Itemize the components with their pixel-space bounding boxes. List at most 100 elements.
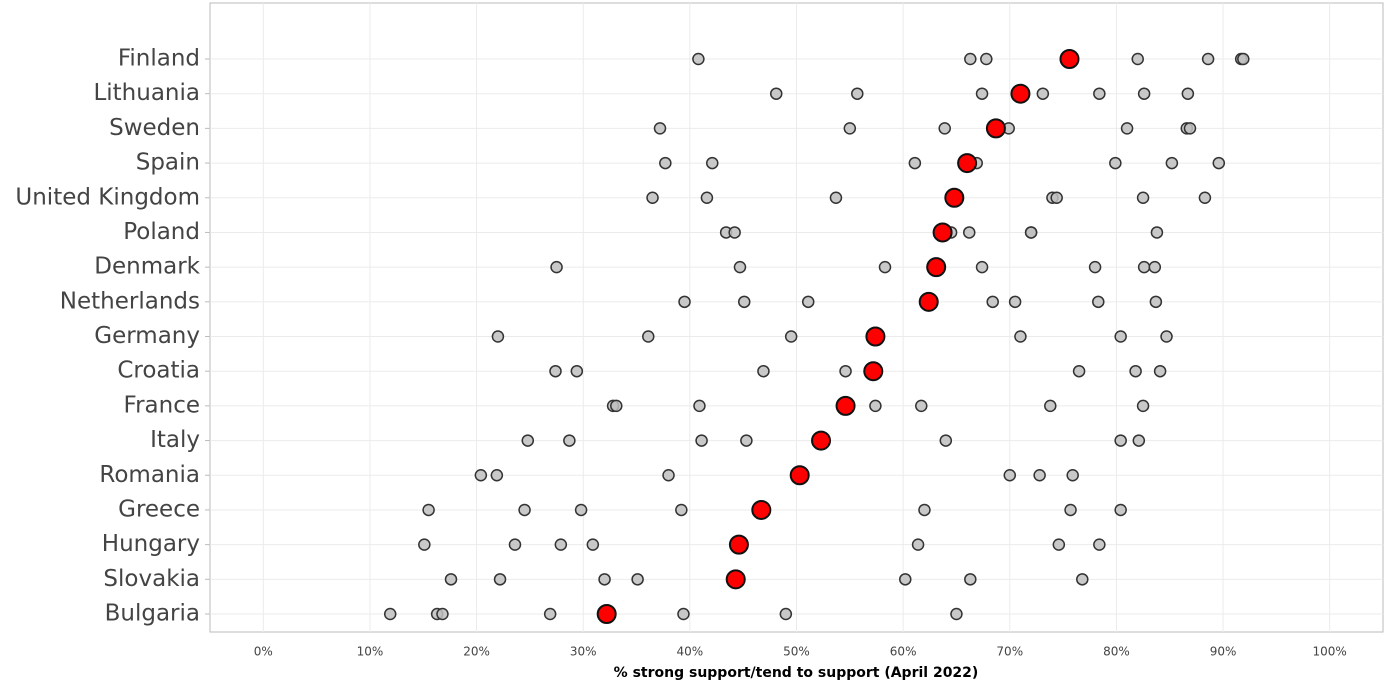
country-point <box>1088 260 1102 274</box>
country-point <box>692 52 705 66</box>
country-point <box>869 399 882 413</box>
y-tick-label: Finland <box>118 46 200 72</box>
country-point <box>1181 87 1195 100</box>
country-point <box>543 607 557 621</box>
country-point <box>728 226 741 239</box>
country-point <box>706 156 719 170</box>
country-point <box>1050 191 1063 204</box>
country-point <box>1160 330 1173 343</box>
country-point <box>383 607 397 621</box>
average-point <box>944 187 965 208</box>
y-tick-label: Poland <box>123 219 200 245</box>
country-point <box>1183 122 1197 135</box>
country-point <box>1036 87 1050 100</box>
x-tick-label: 70% <box>996 645 1023 659</box>
average-point <box>835 395 856 416</box>
country-point <box>1092 295 1105 309</box>
country-point <box>1109 156 1122 170</box>
country-point <box>843 122 857 135</box>
country-point <box>1165 156 1179 170</box>
country-point <box>1052 538 1066 551</box>
country-point <box>444 573 458 586</box>
y-tick-label: Spain <box>136 150 200 176</box>
country-point <box>740 434 753 447</box>
y-tick-label: Germany <box>94 323 200 349</box>
average-point <box>865 326 886 347</box>
country-point <box>1076 573 1089 586</box>
country-point <box>653 122 667 135</box>
country-point <box>436 607 449 621</box>
x-tick-label: 50% <box>783 645 810 659</box>
country-point <box>784 330 798 343</box>
country-point <box>757 364 770 378</box>
country-point <box>737 295 751 309</box>
y-tick-label: Italy <box>150 427 200 453</box>
average-point <box>789 465 810 486</box>
country-point <box>1136 191 1150 204</box>
y-tick-label: Slovakia <box>103 566 200 592</box>
country-point <box>490 469 504 482</box>
average-point <box>926 257 947 278</box>
y-tick-label: Sweden <box>109 115 200 141</box>
country-point <box>1201 52 1215 66</box>
country-point <box>521 434 535 447</box>
y-tick-label: Lithuania <box>93 80 200 106</box>
country-point <box>474 469 488 482</box>
country-point <box>851 87 864 100</box>
country-point <box>878 260 892 274</box>
country-point <box>964 573 977 586</box>
y-tick-label: Bulgaria <box>105 601 200 627</box>
average-point <box>751 499 772 520</box>
x-tick-label: 10% <box>357 645 384 659</box>
average-point <box>1059 49 1080 69</box>
country-point <box>829 191 843 204</box>
country-point <box>493 573 507 586</box>
y-tick-label: Croatia <box>117 358 200 384</box>
country-point <box>1136 399 1150 413</box>
country-point <box>1114 434 1127 447</box>
average-point <box>863 361 884 382</box>
country-point <box>733 260 747 274</box>
country-point <box>918 503 931 517</box>
y-tick-label: Denmark <box>94 254 200 280</box>
country-point <box>899 573 912 586</box>
country-point <box>598 573 611 586</box>
country-point <box>950 607 963 621</box>
country-point <box>1137 87 1151 100</box>
country-point <box>518 503 531 517</box>
country-point <box>915 399 928 413</box>
average-point <box>728 534 749 555</box>
country-point <box>1120 122 1134 135</box>
country-point <box>1153 364 1167 378</box>
average-point <box>596 604 617 624</box>
country-point <box>610 399 623 413</box>
country-point <box>1008 295 1022 309</box>
country-point <box>911 538 925 551</box>
country-point <box>1149 295 1163 309</box>
country-point <box>986 295 999 309</box>
country-point <box>839 364 852 378</box>
average-point <box>725 569 746 590</box>
country-point <box>1064 503 1077 517</box>
country-point <box>677 607 690 621</box>
x-tick-label: 20% <box>463 645 490 659</box>
country-point <box>570 364 584 378</box>
country-point <box>975 260 989 274</box>
country-point <box>550 260 563 274</box>
average-point <box>918 291 939 312</box>
country-point <box>1131 52 1144 66</box>
country-point <box>675 503 688 517</box>
y-tick-label: Hungary <box>102 531 200 557</box>
country-point <box>1212 156 1226 170</box>
country-point <box>586 538 600 551</box>
y-tick-label: Greece <box>118 496 200 522</box>
x-tick-label: 30% <box>570 645 597 659</box>
average-point <box>811 430 832 451</box>
country-point <box>779 607 793 621</box>
country-point <box>1033 469 1046 482</box>
country-point <box>963 226 976 239</box>
y-tick-label: United Kingdom <box>15 184 200 210</box>
country-point <box>769 87 783 100</box>
x-tick-label: 60% <box>890 645 917 659</box>
